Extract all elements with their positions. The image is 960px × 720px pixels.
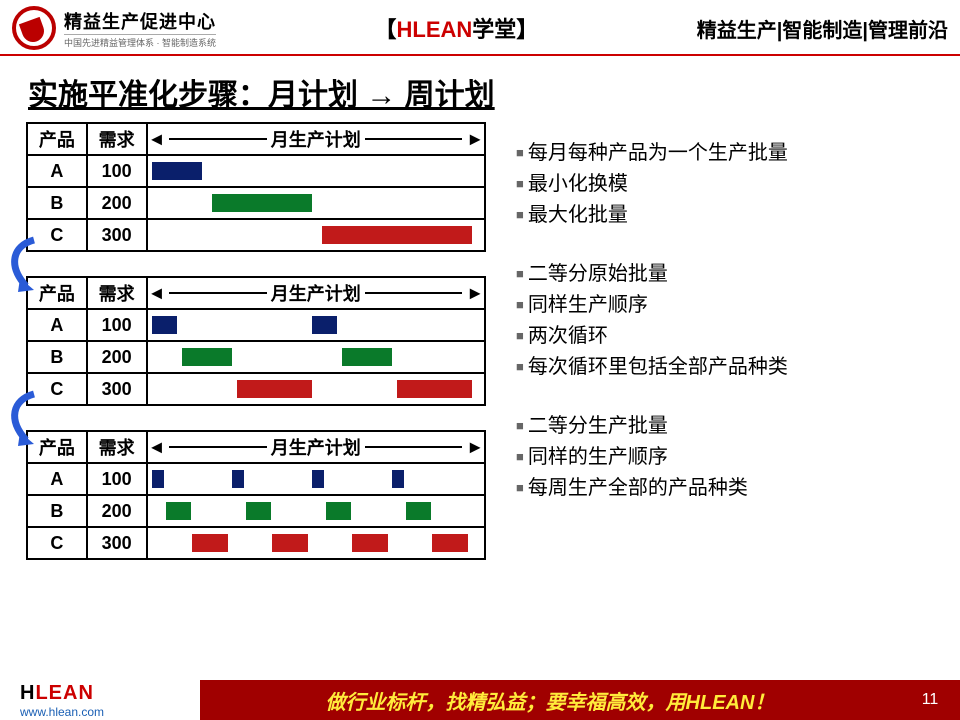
gantt-bar: [232, 470, 244, 488]
gantt-bar: [152, 162, 202, 180]
bullet-item: 最大化批量: [516, 200, 788, 231]
col-demand: 需求: [87, 277, 147, 309]
plan-table-2: 产品需求◄月生产计划►A100B200C300: [26, 276, 486, 406]
gantt-bar: [432, 534, 468, 552]
bullet-item: 同样的生产顺序: [516, 442, 788, 473]
logo-sub: 中国先进精益管理体系 · 智能制造系统: [64, 34, 216, 49]
gantt-cell: [147, 341, 485, 373]
gantt-cell: [147, 219, 485, 251]
gantt-bar: [166, 502, 191, 520]
product-cell: A: [27, 155, 87, 187]
demand-cell: 300: [87, 527, 147, 559]
logo-cn: 精益生产促进中心: [64, 8, 216, 34]
product-cell: C: [27, 527, 87, 559]
product-cell: B: [27, 187, 87, 219]
demand-cell: 100: [87, 309, 147, 341]
bullets-column: 每月每种产品为一个生产批量最小化换模最大化批量二等分原始批量同样生产顺序两次循环…: [516, 122, 788, 560]
demand-cell: 300: [87, 373, 147, 405]
logo: 精益生产促进中心 中国先进精益管理体系 · 智能制造系统: [12, 6, 216, 50]
header-center: 【HLEAN学堂】: [216, 12, 697, 44]
tables-column: 产品需求◄月生产计划►A100B200C300产品需求◄月生产计划►A100B2…: [26, 122, 486, 560]
col-plan: ◄月生产计划►: [147, 277, 485, 309]
plan-table-3: 产品需求◄月生产计划►A100B200C300: [26, 430, 486, 560]
demand-cell: 200: [87, 187, 147, 219]
col-demand: 需求: [87, 431, 147, 463]
product-cell: A: [27, 309, 87, 341]
demand-cell: 100: [87, 463, 147, 495]
footer-url[interactable]: www.hlean.com: [20, 705, 200, 719]
footer-slogan: 做行业标杆，找精弘益；要幸福高效，用HLEAN！: [200, 680, 900, 720]
footer: HLEAN www.hlean.com 做行业标杆，找精弘益；要幸福高效，用HL…: [0, 680, 960, 720]
col-plan: ◄月生产计划►: [147, 431, 485, 463]
gantt-bar: [237, 380, 312, 398]
logo-text: 精益生产促进中心 中国先进精益管理体系 · 智能制造系统: [64, 8, 216, 49]
col-demand: 需求: [87, 123, 147, 155]
bullet-group-1: 每月每种产品为一个生产批量最小化换模最大化批量: [516, 138, 788, 231]
bullet-item: 每次循环里包括全部产品种类: [516, 352, 788, 383]
gantt-bar: [182, 348, 232, 366]
page-number: 11: [900, 680, 960, 720]
gantt-bar: [406, 502, 431, 520]
logo-icon: [12, 6, 56, 50]
page-title: 实施平准化步骤：月计划 → 周计划: [0, 56, 960, 122]
gantt-bar: [212, 194, 312, 212]
bullet-item: 每月每种产品为一个生产批量: [516, 138, 788, 169]
arrow-icon: [4, 390, 44, 446]
demand-cell: 100: [87, 155, 147, 187]
gantt-bar: [342, 348, 392, 366]
demand-cell: 300: [87, 219, 147, 251]
gantt-cell: [147, 309, 485, 341]
product-cell: B: [27, 495, 87, 527]
bullet-item: 两次循环: [516, 321, 788, 352]
col-product: 产品: [27, 123, 87, 155]
demand-cell: 200: [87, 341, 147, 373]
gantt-bar: [192, 534, 228, 552]
demand-cell: 200: [87, 495, 147, 527]
bullet-item: 每周生产全部的产品种类: [516, 473, 788, 504]
arrow-icon: [4, 236, 44, 292]
bullet-group-2: 二等分原始批量同样生产顺序两次循环每次循环里包括全部产品种类: [516, 259, 788, 383]
bullet-item: 二等分原始批量: [516, 259, 788, 290]
gantt-bar: [312, 316, 337, 334]
gantt-bar: [397, 380, 472, 398]
gantt-cell: [147, 155, 485, 187]
bullet-group-3: 二等分生产批量同样的生产顺序每周生产全部的产品种类: [516, 411, 788, 504]
gantt-bar: [272, 534, 308, 552]
gantt-bar: [152, 470, 164, 488]
bullet-item: 最小化换模: [516, 169, 788, 200]
gantt-bar: [352, 534, 388, 552]
gantt-cell: [147, 527, 485, 559]
gantt-bar: [312, 470, 324, 488]
gantt-bar: [326, 502, 351, 520]
gantt-bar: [392, 470, 404, 488]
product-cell: B: [27, 341, 87, 373]
gantt-cell: [147, 495, 485, 527]
gantt-cell: [147, 463, 485, 495]
gantt-bar: [246, 502, 271, 520]
bullet-item: 同样生产顺序: [516, 290, 788, 321]
col-plan: ◄月生产计划►: [147, 123, 485, 155]
bullet-item: 二等分生产批量: [516, 411, 788, 442]
gantt-cell: [147, 187, 485, 219]
plan-table-1: 产品需求◄月生产计划►A100B200C300: [26, 122, 486, 252]
header-right: 精益生产|智能制造|管理前沿: [697, 14, 948, 43]
product-cell: A: [27, 463, 87, 495]
footer-logo: HLEAN www.hlean.com: [0, 680, 200, 720]
header: 精益生产促进中心 中国先进精益管理体系 · 智能制造系统 【HLEAN学堂】 精…: [0, 0, 960, 56]
gantt-bar: [152, 316, 177, 334]
gantt-bar: [322, 226, 472, 244]
gantt-cell: [147, 373, 485, 405]
